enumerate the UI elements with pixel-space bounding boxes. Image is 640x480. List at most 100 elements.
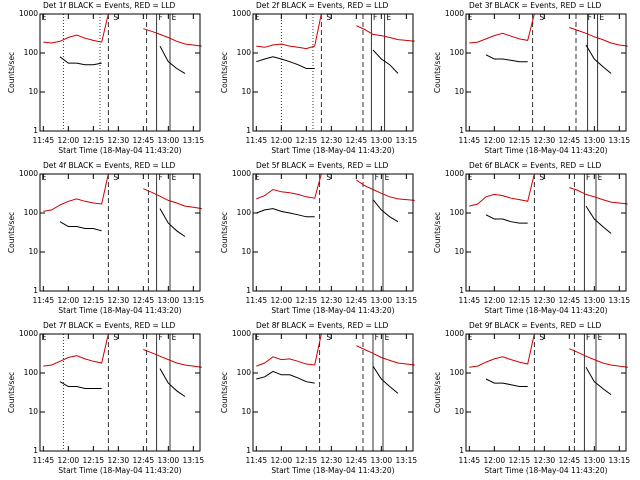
series-line — [256, 49, 399, 74]
x-tick-label: 12:45 — [346, 456, 368, 465]
x-tick-label: 11:45 — [33, 456, 55, 465]
x-tick-label: 12:45 — [559, 296, 581, 305]
event-label: S — [539, 13, 544, 22]
series-line — [256, 13, 415, 50]
y-tick-label: 1000 — [232, 169, 251, 178]
event-label: S — [326, 13, 331, 22]
series-line — [469, 173, 628, 207]
event-label: E — [386, 13, 391, 22]
x-tick-label: 12:45 — [559, 456, 581, 465]
event-label: F — [158, 173, 162, 182]
x-tick-label: 12:15 — [83, 136, 105, 145]
x-tick-label: 12:00 — [484, 136, 506, 145]
x-tick-label: 12:45 — [346, 296, 368, 305]
x-tick-label: 13:00 — [584, 296, 606, 305]
event-label: F — [375, 173, 379, 182]
event-label: E — [42, 173, 47, 182]
x-tick-label: 13:00 — [158, 296, 180, 305]
y-tick-label: 1 — [459, 446, 464, 455]
plot-frame — [465, 333, 627, 452]
event-label: E — [255, 173, 260, 182]
event-label: F — [588, 13, 592, 22]
y-axis-label: Counts/sec — [220, 372, 229, 413]
panel: Det 8f BLACK = Events, RED = LLD Start Ti… — [220, 321, 417, 475]
x-tick-label: 13:15 — [183, 456, 205, 465]
x-tick-label: 12:15 — [509, 456, 531, 465]
x-tick-label: 13:00 — [584, 136, 606, 145]
panel: Det 9f BLACK = Events, RED = LLD Start Ti… — [433, 321, 630, 475]
x-tick-label: 12:30 — [321, 136, 343, 145]
x-tick-label: 13:15 — [396, 136, 418, 145]
x-tick-label: 11:45 — [246, 136, 268, 145]
x-tick-label: 12:15 — [296, 136, 318, 145]
y-tick-label: 10 — [241, 87, 251, 96]
y-tick-label: 1000 — [445, 169, 464, 178]
plot-frame — [39, 173, 201, 292]
x-tick-label: 13:00 — [158, 136, 180, 145]
x-tick-label: 11:45 — [33, 136, 55, 145]
event-label: E — [172, 13, 177, 22]
x-tick-label: 11:45 — [459, 456, 481, 465]
y-tick-label: 1 — [33, 446, 38, 455]
panel: Det 6f BLACK = Events, RED = LLD Start Ti… — [433, 161, 630, 315]
x-tick-label: 11:45 — [246, 296, 268, 305]
plot-frame — [252, 333, 414, 452]
event-label: E — [172, 173, 177, 182]
event-label: E — [42, 13, 47, 22]
y-tick-label: 10 — [28, 87, 38, 96]
x-tick-label: 11:45 — [33, 296, 55, 305]
x-tick-label: 12:30 — [108, 296, 130, 305]
event-label: S — [326, 173, 331, 182]
x-tick-label: 12:45 — [346, 136, 368, 145]
y-tick-label: 100 — [450, 368, 465, 377]
x-tick-label: 12:00 — [484, 456, 506, 465]
y-tick-label: 1000 — [445, 329, 464, 338]
event-label: E — [598, 173, 603, 182]
y-tick-label: 10 — [28, 247, 38, 256]
x-tick-label: 11:45 — [246, 456, 268, 465]
event-label: S — [326, 333, 331, 342]
event-label: E — [468, 13, 473, 22]
event-label: F — [373, 13, 377, 22]
x-tick-label: 13:15 — [609, 296, 631, 305]
chart-title: Det 2f BLACK = Events, RED = LLD — [256, 1, 389, 10]
panel: Det 2f BLACK = Events, RED = LLD Start Ti… — [220, 1, 417, 155]
x-axis-label: Start Time (18-May-04 11:43:20) — [271, 466, 394, 475]
y-tick-label: 100 — [237, 208, 252, 217]
x-tick-label: 12:30 — [534, 296, 556, 305]
y-tick-label: 1000 — [19, 169, 38, 178]
x-tick-label: 11:45 — [459, 136, 481, 145]
y-tick-label: 10 — [241, 247, 251, 256]
panel: Det 1f BLACK = Events, RED = LLD Start Ti… — [7, 1, 204, 155]
x-tick-label: 12:30 — [321, 456, 343, 465]
x-tick-label: 13:00 — [584, 456, 606, 465]
series-line — [485, 367, 612, 396]
x-tick-label: 12:45 — [559, 136, 581, 145]
x-axis-label: Start Time (18-May-04 11:43:20) — [484, 146, 607, 155]
event-label: F — [375, 333, 379, 342]
x-tick-label: 13:00 — [371, 296, 393, 305]
event-label: S — [113, 13, 118, 22]
y-axis-label: Counts/sec — [220, 212, 229, 253]
chart-title: Det 8f BLACK = Events, RED = LLD — [256, 321, 389, 330]
series-line — [256, 173, 415, 201]
series-line — [59, 45, 186, 74]
event-label: E — [599, 13, 604, 22]
event-label: E — [255, 13, 260, 22]
event-label: S — [113, 333, 118, 342]
y-tick-label: 1000 — [232, 9, 251, 18]
x-axis-label: Start Time (18-May-04 11:43:20) — [484, 466, 607, 475]
x-tick-label: 12:15 — [83, 456, 105, 465]
y-axis-label: Counts/sec — [433, 52, 442, 93]
x-axis-label: Start Time (18-May-04 11:43:20) — [271, 306, 394, 315]
plot-frame — [465, 173, 627, 292]
plot-frame — [39, 13, 201, 132]
x-tick-label: 12:15 — [83, 296, 105, 305]
x-tick-label: 12:15 — [509, 136, 531, 145]
y-tick-label: 1 — [459, 126, 464, 135]
series-line — [256, 333, 415, 367]
y-tick-label: 100 — [237, 48, 252, 57]
y-axis-label: Counts/sec — [7, 52, 16, 93]
x-tick-label: 12:30 — [321, 296, 343, 305]
